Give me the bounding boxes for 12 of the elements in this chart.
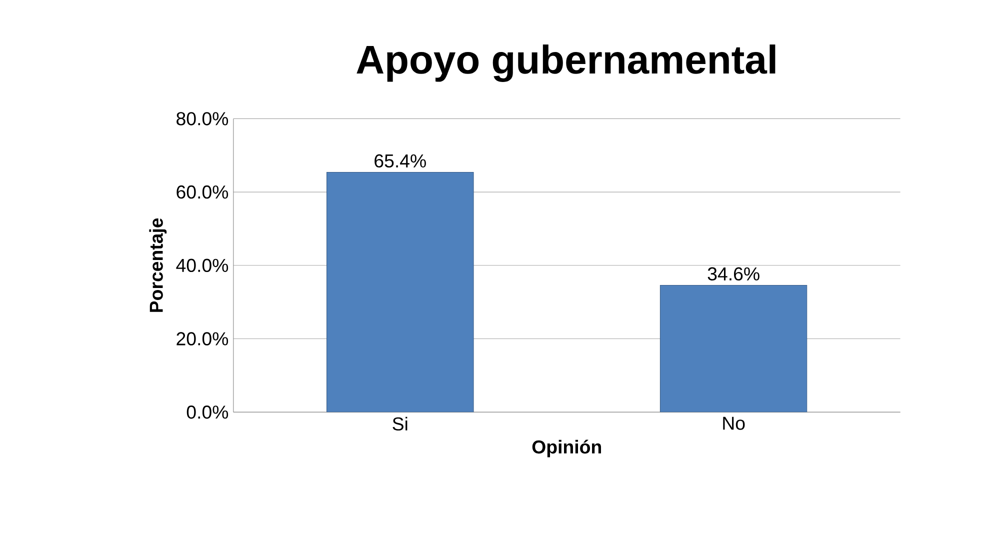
- y-tick-label: 40.0%: [176, 258, 228, 272]
- x-tick-label: No: [723, 416, 745, 430]
- x-tick-label: Si: [392, 416, 408, 431]
- y-tick-label: 20.0%: [176, 332, 228, 346]
- data-label: 34.6%: [708, 267, 760, 281]
- y-tick-label: 60.0%: [176, 186, 228, 199]
- chart-title: Apoyo gubernamental: [356, 44, 776, 82]
- y-tick-label: 0.0%: [186, 406, 228, 419]
- x-axis-title: Opinión: [532, 440, 601, 458]
- y-axis-title: Porcentaje: [149, 218, 167, 312]
- data-label: 65.4%: [374, 154, 426, 168]
- y-tick-label: 80.0%: [176, 112, 228, 126]
